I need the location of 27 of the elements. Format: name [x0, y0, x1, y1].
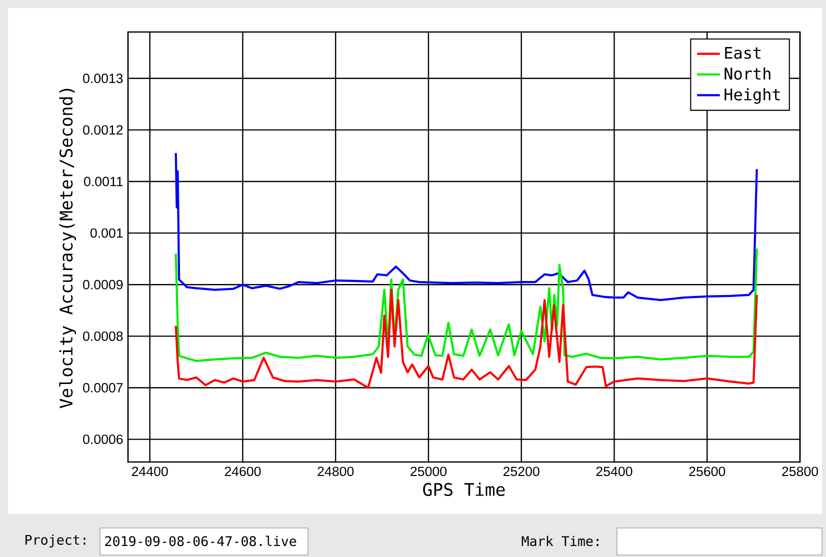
y-axis-title: Velocity Accuracy(Meter/Second): [59, 88, 76, 408]
y-tick-label: 0.0013: [83, 74, 123, 84]
legend-label: East: [725, 46, 761, 59]
legend-label: North: [724, 67, 770, 80]
y-tick-label: 0.0009: [83, 280, 123, 290]
y-tick-label: 0.0006: [83, 434, 123, 444]
y-tick-label: 0.001: [90, 228, 123, 238]
line-series: [174, 247, 758, 362]
text: Mark Time:: [522, 536, 598, 546]
legend-label: Height: [724, 88, 780, 104]
x-tick-label: 24400: [132, 466, 168, 476]
x-tick-label: 25800: [782, 466, 818, 476]
y-tick-label: 0.0011: [84, 176, 123, 186]
y-tick-label: 0.0007: [83, 383, 123, 392]
y-tick-label: 0.0012: [83, 125, 123, 135]
x-tick-label: 25400: [596, 466, 632, 476]
x-tick-label: 25200: [503, 466, 540, 476]
text: 2019-09-08-06-47-08.live: [105, 536, 296, 546]
x-tick-label: 25000: [410, 466, 446, 476]
line-series: [174, 152, 758, 302]
x-tick-label: 25600: [689, 466, 726, 476]
text: Project:: [26, 534, 86, 548]
x-tick-label: 24600: [224, 466, 261, 476]
x-tick-label: 24800: [318, 466, 354, 476]
y-tick-label: 0.0008: [83, 331, 123, 341]
x-axis-title: GPS Time: [423, 482, 505, 496]
line-series: [174, 288, 758, 389]
